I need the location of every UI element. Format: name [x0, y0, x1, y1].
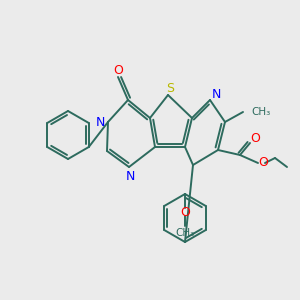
Text: O: O [258, 155, 268, 169]
Text: O: O [180, 206, 190, 220]
Text: N: N [95, 116, 105, 128]
Text: O: O [250, 131, 260, 145]
Text: CH₃: CH₃ [251, 107, 270, 117]
Text: S: S [166, 82, 174, 95]
Text: N: N [125, 169, 135, 182]
Text: CH₃: CH₃ [176, 228, 195, 238]
Text: O: O [113, 64, 123, 77]
Text: N: N [211, 88, 221, 101]
